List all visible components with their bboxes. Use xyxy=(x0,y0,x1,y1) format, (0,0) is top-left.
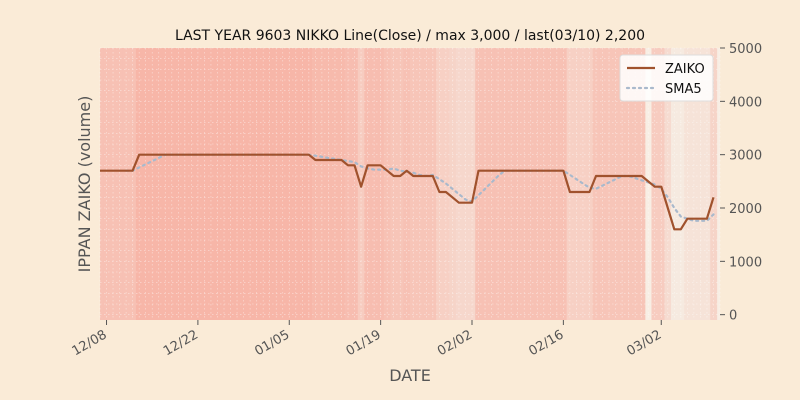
y-axis: 0 1000 2000 3000 4000 5000 xyxy=(720,42,762,324)
x-tick-label: 02/16 xyxy=(526,327,566,359)
heat-band xyxy=(100,48,104,320)
y-tick-label: 2000 xyxy=(729,202,762,217)
y-tick-label: 5000 xyxy=(729,42,762,57)
series-lines xyxy=(100,153,715,231)
chart-title: LAST YEAR 9603 NIKKO Line(Close) / max 3… xyxy=(175,28,645,44)
y-tick-label: 3000 xyxy=(729,149,762,164)
y-tick-label: 4000 xyxy=(729,95,762,110)
legend-label-zaiko: ZAIKO xyxy=(665,62,705,77)
x-tick-label: 03/02 xyxy=(624,327,664,359)
legend: ZAIKO SMA5 xyxy=(619,54,714,102)
x-axis-label: DATE xyxy=(389,366,431,385)
x-axis: 12/08 12/22 01/05 01/19 02/02 02/16 03/02 xyxy=(70,320,664,359)
legend-label-sma5: SMA5 xyxy=(665,82,702,97)
x-tick-label: 02/02 xyxy=(435,327,475,359)
x-tick-label: 01/19 xyxy=(344,327,384,359)
legend-box xyxy=(619,54,714,102)
y-tick-label: 1000 xyxy=(729,255,762,270)
zaiko-line xyxy=(100,153,715,231)
x-tick-label: 01/05 xyxy=(252,327,292,359)
x-tick-label: 12/08 xyxy=(70,327,110,359)
sma5-line xyxy=(124,153,715,222)
x-tick-label: 12/22 xyxy=(161,327,201,359)
y-tick-label: 0 xyxy=(729,309,737,324)
y-axis-label: IPPAN ZAIKO (volume) xyxy=(75,96,94,273)
